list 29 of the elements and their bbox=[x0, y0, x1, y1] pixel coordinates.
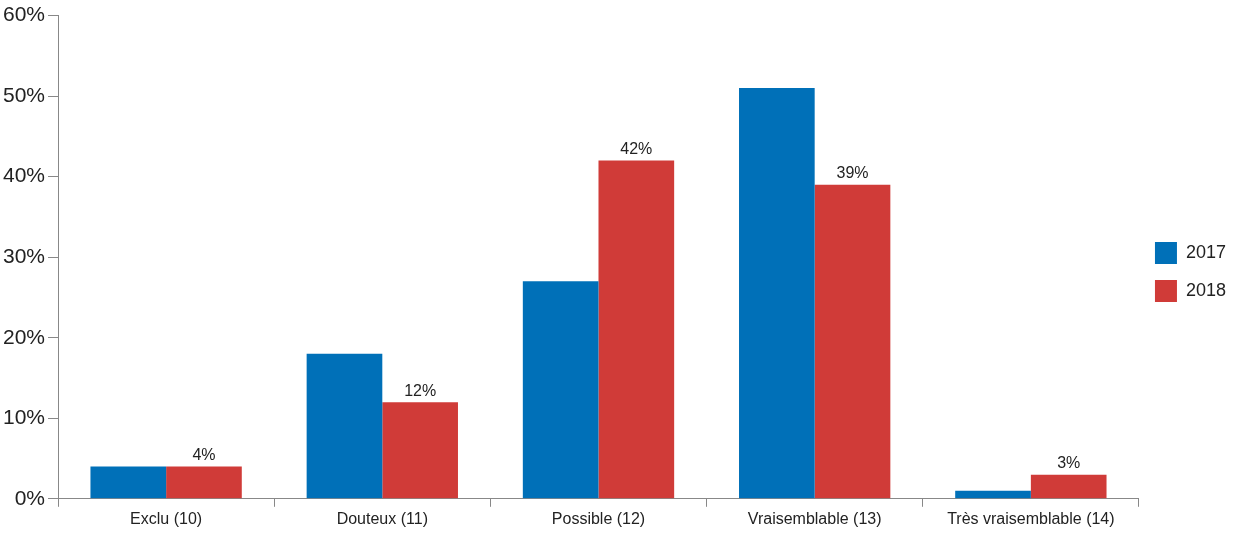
x-tick-label: Possible (12) bbox=[551, 509, 646, 527]
bar bbox=[166, 466, 242, 499]
data-label: 4% bbox=[192, 445, 216, 463]
x-tick-label: Très vraisemblable (14) bbox=[947, 509, 1115, 527]
y-tick-label: 50% bbox=[3, 82, 46, 106]
bar bbox=[739, 88, 815, 499]
y-tick-label: 10% bbox=[3, 405, 46, 429]
data-label: 39% bbox=[836, 164, 869, 182]
legend-label: 2017 bbox=[1185, 241, 1226, 262]
bar bbox=[306, 353, 383, 499]
y-tick-label: 60% bbox=[3, 2, 46, 26]
y-tick-label: 0% bbox=[14, 485, 46, 509]
bar bbox=[955, 490, 1031, 499]
bar bbox=[598, 160, 675, 499]
y-tick-label: 20% bbox=[3, 324, 46, 348]
y-tick-label: 40% bbox=[3, 163, 46, 187]
data-label: 3% bbox=[1057, 454, 1081, 472]
bar bbox=[90, 466, 167, 499]
data-label: 42% bbox=[620, 139, 653, 157]
x-tick-label: Vraisemblable (13) bbox=[747, 509, 882, 527]
bar bbox=[1030, 474, 1107, 499]
legend-label: 2018 bbox=[1185, 279, 1226, 300]
bar bbox=[522, 281, 599, 499]
bar bbox=[814, 184, 891, 499]
x-tick-label: Douteux (11) bbox=[336, 509, 428, 527]
data-label: 12% bbox=[404, 381, 437, 399]
y-tick-label: 30% bbox=[3, 244, 46, 267]
bar bbox=[382, 402, 458, 499]
x-tick-label: Exclu (10) bbox=[130, 509, 203, 527]
